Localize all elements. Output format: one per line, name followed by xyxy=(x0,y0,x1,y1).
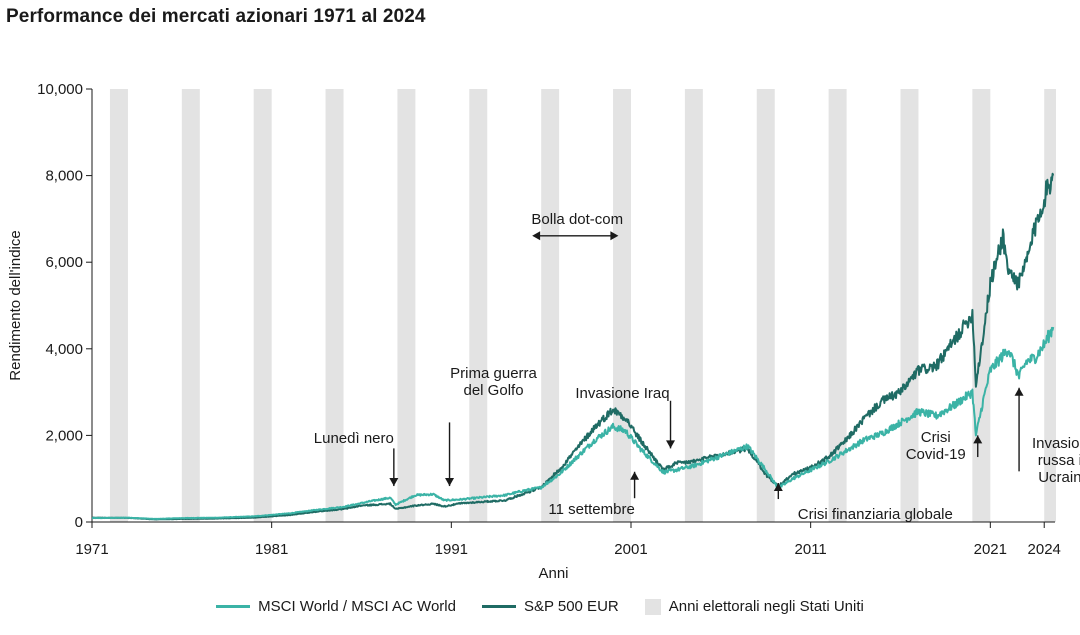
x-tick-label: 2011 xyxy=(795,541,827,558)
election-year-band xyxy=(684,89,703,522)
legend-swatch-election-years xyxy=(644,598,661,615)
x-tick-label: 1981 xyxy=(255,541,288,558)
legend-label-election-years: Anni elettorali negli Stati Uniti xyxy=(668,598,864,615)
election-year-band xyxy=(613,89,631,522)
election-year-band xyxy=(756,89,775,522)
election-year-band xyxy=(469,89,488,522)
series-line-msci xyxy=(91,326,1055,520)
election-year-band xyxy=(972,89,991,522)
y-tick-label: 10,000 xyxy=(37,81,83,98)
annotation-arrow-5-head xyxy=(973,435,983,444)
legend-label-msci: MSCI World / MSCI AC World xyxy=(258,598,456,615)
annotation-label: Covid-19 xyxy=(906,446,966,463)
election-year-band xyxy=(109,89,128,522)
annotation-arrow-4-head xyxy=(773,483,783,492)
legend-label-sp500: S&P 500 EUR xyxy=(523,598,619,615)
annotation-arrow-6-head xyxy=(1014,387,1024,396)
annotation-label: Ucraina xyxy=(1038,469,1080,486)
legend-item-msci: MSCI World / MSCI AC World xyxy=(216,598,456,615)
x-tick-label: 1991 xyxy=(435,541,468,558)
chart-area: 0 2,000 4,000 6,000 8,000 10,000 1971 1981 1991 2… xyxy=(7,81,1080,582)
dotcom-range-label: Bolla dot-com xyxy=(531,211,623,228)
x-tick-label: 2001 xyxy=(614,541,647,558)
dotcom-range-head-right xyxy=(610,231,619,241)
annotation-label: del Golfo xyxy=(464,382,524,399)
election-year-band xyxy=(181,89,200,522)
annotation-label: russa in xyxy=(1038,452,1080,469)
annotation-label: Lunedì nero xyxy=(314,430,394,447)
y-tick-label: 8,000 xyxy=(45,168,83,185)
x-tick-label: 2021 xyxy=(974,541,1007,558)
election-year-band xyxy=(541,89,560,522)
annotation-label: Crisi finanziaria globale xyxy=(798,506,953,523)
election-year-band xyxy=(1044,89,1056,522)
x-tick-label: 1971 xyxy=(75,541,108,558)
legend: MSCI World / MSCI AC World S&P 500 EUR A… xyxy=(0,598,1080,615)
election-year-band xyxy=(397,89,416,522)
dotcom-range-head-left xyxy=(532,231,541,241)
annotation-arrow-0-head xyxy=(389,478,399,487)
x-tick-label: 2024 xyxy=(1028,541,1061,558)
election-year-band xyxy=(325,89,344,522)
annotation-label: Prima guerra xyxy=(450,365,537,382)
series-line-sp500 xyxy=(91,172,1055,521)
x-axis-label: Anni xyxy=(538,565,568,582)
y-tick-label: 6,000 xyxy=(45,254,83,271)
chart-title: Performance dei mercati azionari 1971 al… xyxy=(6,6,426,27)
election-year-band xyxy=(828,89,847,522)
election-year-band xyxy=(253,89,272,522)
y-tick-label: 0 xyxy=(75,514,83,531)
legend-swatch-msci xyxy=(216,605,251,608)
annotation-arrow-3-head xyxy=(630,471,640,480)
annotation-label: Invasione xyxy=(1032,435,1080,452)
annotation-arrow-1-head xyxy=(445,478,455,487)
legend-item-sp500: S&P 500 EUR xyxy=(481,598,619,615)
y-tick-label: 4,000 xyxy=(45,341,83,358)
legend-item-election-years: Anni elettorali negli Stati Uniti xyxy=(644,598,864,615)
annotation-arrow-2-head xyxy=(666,440,676,449)
annotation-label: Invasione Iraq xyxy=(575,385,669,402)
y-tick-label: 2,000 xyxy=(45,427,83,444)
annotation-label: Crisi xyxy=(921,429,951,446)
annotation-label: 11 settembre xyxy=(548,501,634,518)
legend-swatch-sp500 xyxy=(481,605,516,608)
y-axis-label: Rendimento dell'indice xyxy=(7,230,24,380)
